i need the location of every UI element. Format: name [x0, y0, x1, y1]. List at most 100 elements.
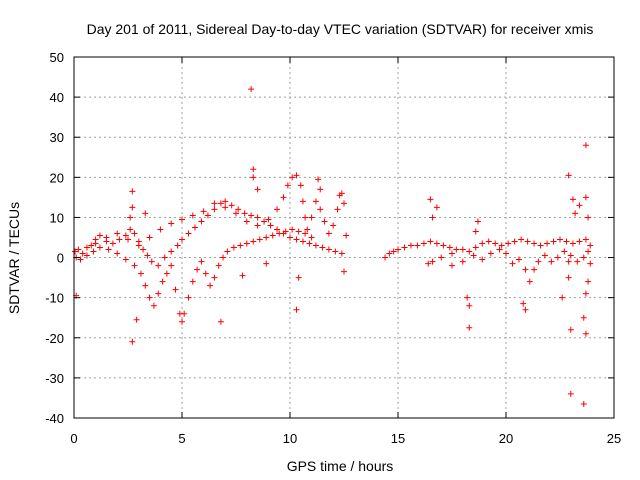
data-point	[131, 262, 138, 269]
data-point	[105, 246, 112, 253]
data-point	[585, 248, 592, 255]
data-point	[554, 254, 561, 261]
chart-title: Day 201 of 2011, Sidereal Day-to-day VTE…	[87, 21, 594, 37]
data-point	[569, 240, 576, 247]
data-point	[496, 246, 503, 253]
y-tick-label: -40	[45, 411, 64, 426]
data-point	[587, 260, 594, 267]
y-tick-label: 40	[50, 90, 64, 105]
data-point	[407, 242, 414, 249]
data-point	[565, 172, 572, 179]
data-point	[334, 206, 341, 213]
data-point	[116, 236, 123, 243]
data-point	[509, 260, 516, 267]
data-point	[459, 258, 466, 265]
data-point	[567, 252, 574, 259]
data-point	[561, 248, 568, 255]
data-point	[325, 230, 332, 237]
data-point	[83, 252, 90, 259]
data-point	[582, 194, 589, 201]
data-point	[289, 226, 296, 233]
data-point	[168, 220, 175, 227]
data-point	[312, 198, 319, 205]
data-point	[77, 256, 84, 263]
data-point	[306, 240, 313, 247]
data-point	[295, 274, 302, 281]
data-point	[181, 310, 188, 317]
data-point	[479, 240, 486, 247]
data-point	[161, 254, 168, 261]
data-point	[338, 190, 345, 197]
data-point	[215, 262, 222, 269]
data-point	[293, 306, 300, 313]
chart-grid	[74, 57, 614, 418]
data-point	[572, 210, 579, 217]
data-point	[466, 248, 473, 255]
data-point	[217, 318, 224, 325]
data-point	[191, 224, 198, 231]
data-point	[109, 240, 116, 247]
data-point	[79, 250, 86, 257]
x-tick-label: 0	[70, 431, 77, 446]
data-point	[155, 262, 162, 269]
data-point	[299, 198, 306, 205]
data-point	[429, 258, 436, 265]
data-point	[582, 290, 589, 297]
data-point	[146, 234, 153, 241]
data-point	[498, 242, 505, 249]
data-point	[466, 302, 473, 309]
data-point	[582, 330, 589, 337]
data-point	[522, 266, 529, 273]
data-point	[582, 236, 589, 243]
data-point	[524, 238, 531, 245]
data-point	[222, 204, 229, 211]
data-point	[127, 226, 134, 233]
data-point	[241, 210, 248, 217]
data-point	[544, 240, 551, 247]
data-point	[200, 208, 207, 215]
data-point	[569, 196, 576, 203]
data-point	[159, 278, 166, 285]
data-point	[541, 252, 548, 259]
data-point	[250, 238, 257, 245]
data-point	[341, 200, 347, 207]
data-point	[202, 270, 209, 277]
data-point	[386, 250, 393, 257]
data-point	[133, 316, 140, 323]
data-point	[274, 226, 281, 233]
data-point	[492, 240, 499, 247]
data-point	[321, 218, 328, 225]
data-point	[211, 274, 218, 281]
data-point	[254, 222, 261, 229]
x-tick-label: 20	[499, 431, 513, 446]
data-point	[515, 256, 522, 263]
data-point	[142, 282, 149, 289]
data-point	[580, 400, 587, 407]
data-point	[194, 266, 201, 273]
data-point	[179, 236, 185, 243]
data-point	[276, 230, 283, 237]
data-point	[299, 238, 306, 245]
data-point	[274, 206, 281, 213]
data-point	[267, 222, 274, 229]
data-point	[548, 258, 555, 265]
y-tick-label: -20	[45, 331, 64, 346]
data-point	[198, 258, 205, 265]
data-point	[239, 272, 246, 279]
data-point	[433, 204, 440, 211]
data-point	[148, 258, 155, 265]
data-point	[157, 226, 164, 233]
data-point	[567, 326, 574, 333]
data-point	[440, 242, 447, 249]
x-tick-label: 5	[178, 431, 185, 446]
data-point	[207, 282, 214, 289]
data-point	[343, 232, 350, 239]
y-axis-ticks: -40 -30 -20 -10 0 10 20 30 40 50	[45, 50, 614, 426]
data-point	[395, 246, 401, 253]
x-tick-label: 15	[391, 431, 405, 446]
data-point	[308, 214, 315, 221]
y-tick-label: 20	[50, 170, 64, 185]
data-point	[302, 214, 309, 221]
data-point	[567, 390, 574, 397]
data-point	[189, 278, 196, 285]
